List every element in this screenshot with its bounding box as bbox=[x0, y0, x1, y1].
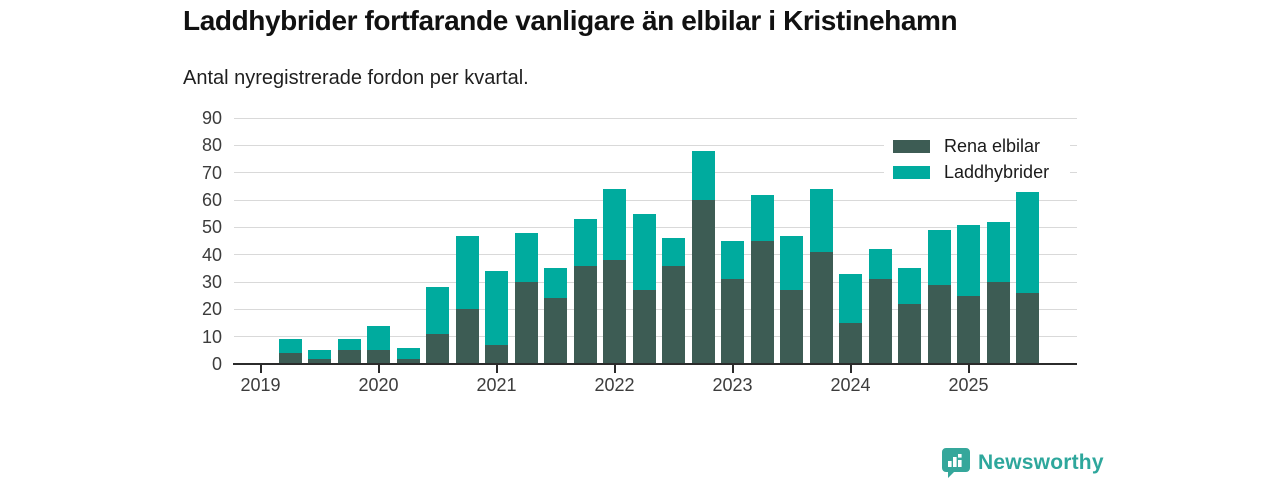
bar-segment-rena-elbilar bbox=[396, 358, 420, 364]
gridline bbox=[234, 172, 1077, 174]
gridline bbox=[234, 308, 1077, 310]
page-subtitle: Antal nyregistrerade fordon per kvartal. bbox=[183, 67, 529, 89]
x-axis-tick bbox=[495, 365, 498, 373]
bar-segment-rena-elbilar bbox=[986, 282, 1010, 364]
bar-segment-rena-elbilar bbox=[957, 295, 980, 364]
x-axis-label: 2025 bbox=[948, 375, 989, 395]
bar-segment-rena-elbilar bbox=[573, 265, 597, 364]
y-axis-label: 10 bbox=[201, 326, 222, 347]
gridline bbox=[234, 226, 1077, 228]
bar-segment-laddhybrider bbox=[1016, 191, 1039, 293]
x-axis-tick bbox=[613, 365, 616, 373]
bar-segment-rena-elbilar bbox=[927, 284, 951, 364]
bar-segment-laddhybrider bbox=[455, 235, 479, 310]
bar-segment-rena-elbilar bbox=[603, 260, 626, 364]
bar-segment-laddhybrider bbox=[573, 219, 597, 266]
y-axis-label: 50 bbox=[201, 217, 222, 238]
legend-item-rena-elbilar: Rena elbilar bbox=[893, 136, 1040, 157]
legend-label-laddhybrider: Laddhybrider bbox=[944, 162, 1050, 182]
bar-segment-rena-elbilar bbox=[868, 279, 892, 364]
x-axis-label: 2024 bbox=[830, 375, 871, 395]
bar-segment-laddhybrider bbox=[308, 350, 331, 359]
bar-segment-laddhybrider bbox=[780, 235, 803, 291]
bar-segment-rena-elbilar bbox=[780, 290, 803, 364]
bar-segment-laddhybrider bbox=[721, 241, 744, 280]
x-axis-label: 2019 bbox=[240, 375, 281, 395]
bar-segment-laddhybrider bbox=[514, 232, 538, 282]
bar-segment-laddhybrider bbox=[868, 249, 892, 280]
bar-segment-rena-elbilar bbox=[632, 290, 656, 364]
bar-segment-rena-elbilar bbox=[278, 353, 302, 364]
bar-segment-laddhybrider bbox=[986, 221, 1010, 282]
bar-segment-laddhybrider bbox=[927, 230, 951, 285]
bar-segment-laddhybrider bbox=[603, 189, 626, 261]
gridline bbox=[234, 117, 1077, 119]
bar-segment-rena-elbilar bbox=[721, 279, 744, 364]
y-axis-label: 20 bbox=[201, 299, 222, 320]
bar-segment-laddhybrider bbox=[337, 339, 361, 351]
newsworthy-logo: Newsworthy bbox=[941, 447, 1104, 479]
legend: Rena elbilar Laddhybrider bbox=[884, 130, 1070, 184]
x-axis-label: 2023 bbox=[712, 375, 753, 395]
bar-segment-laddhybrider bbox=[839, 273, 862, 323]
bar-segment-laddhybrider bbox=[426, 287, 449, 334]
x-axis-label: 2020 bbox=[358, 375, 399, 395]
bar-segment-rena-elbilar bbox=[544, 298, 567, 364]
x-axis-tick bbox=[967, 365, 970, 373]
y-axis-label: 70 bbox=[201, 162, 222, 183]
x-axis-tick bbox=[259, 365, 262, 373]
bar-segment-rena-elbilar bbox=[898, 303, 921, 364]
bar-segment-laddhybrider bbox=[544, 268, 567, 299]
x-axis-tick bbox=[849, 365, 852, 373]
legend-swatch-laddhybrider bbox=[893, 166, 930, 179]
bar-segment-rena-elbilar bbox=[691, 200, 715, 364]
bar-segment-laddhybrider bbox=[957, 224, 980, 296]
gridline bbox=[234, 199, 1077, 201]
gridline bbox=[234, 254, 1077, 256]
x-axis-line bbox=[233, 363, 1077, 365]
gridline bbox=[234, 144, 1077, 146]
bar-segment-laddhybrider bbox=[485, 271, 508, 345]
bar-segment-laddhybrider bbox=[632, 213, 656, 291]
bar-segment-rena-elbilar bbox=[514, 282, 538, 364]
bar-segment-rena-elbilar bbox=[426, 333, 449, 364]
bar-segment-laddhybrider bbox=[396, 347, 420, 359]
gridline bbox=[234, 336, 1077, 338]
y-axis-label: 80 bbox=[201, 135, 222, 156]
bar-segment-rena-elbilar bbox=[308, 358, 331, 364]
bar-segment-rena-elbilar bbox=[337, 350, 361, 364]
bar-segment-laddhybrider bbox=[662, 238, 685, 266]
y-axis-label: 0 bbox=[211, 354, 222, 374]
y-axis-label: 60 bbox=[201, 190, 222, 210]
logo-text: Newsworthy bbox=[978, 451, 1104, 474]
y-axis-label: 40 bbox=[201, 244, 222, 265]
bar-segment-rena-elbilar bbox=[485, 344, 508, 364]
y-axis-label: 30 bbox=[201, 272, 222, 292]
legend-swatch-rena-elbilar bbox=[893, 140, 930, 153]
bar-segment-laddhybrider bbox=[691, 150, 715, 200]
bar-segment-rena-elbilar bbox=[455, 309, 479, 364]
bar-segment-laddhybrider bbox=[750, 194, 774, 241]
bar-segment-laddhybrider bbox=[898, 268, 921, 304]
legend-label-rena-elbilar: Rena elbilar bbox=[944, 136, 1041, 156]
legend-item-laddhybrider: Laddhybrider bbox=[893, 162, 1049, 183]
gridline bbox=[234, 281, 1077, 283]
x-axis-tick bbox=[731, 365, 734, 373]
y-axis-label: 90 bbox=[201, 108, 222, 128]
bar-chart-bubble-icon bbox=[941, 447, 971, 479]
bar-segment-rena-elbilar bbox=[1016, 292, 1039, 364]
bar-segment-rena-elbilar bbox=[662, 265, 685, 364]
x-axis-tick bbox=[377, 365, 380, 373]
page-title: Laddhybrider fortfarande vanligare än el… bbox=[183, 5, 958, 36]
bar-segment-rena-elbilar bbox=[839, 323, 862, 364]
bar-segment-laddhybrider bbox=[367, 325, 390, 351]
bar-segment-rena-elbilar bbox=[750, 241, 774, 364]
bar-segment-laddhybrider bbox=[809, 189, 833, 252]
bar-segment-rena-elbilar bbox=[367, 350, 390, 364]
bar-segment-rena-elbilar bbox=[809, 251, 833, 364]
x-axis-label: 2022 bbox=[594, 375, 635, 395]
x-axis-label: 2021 bbox=[476, 375, 517, 395]
bar-segment-laddhybrider bbox=[278, 339, 302, 354]
